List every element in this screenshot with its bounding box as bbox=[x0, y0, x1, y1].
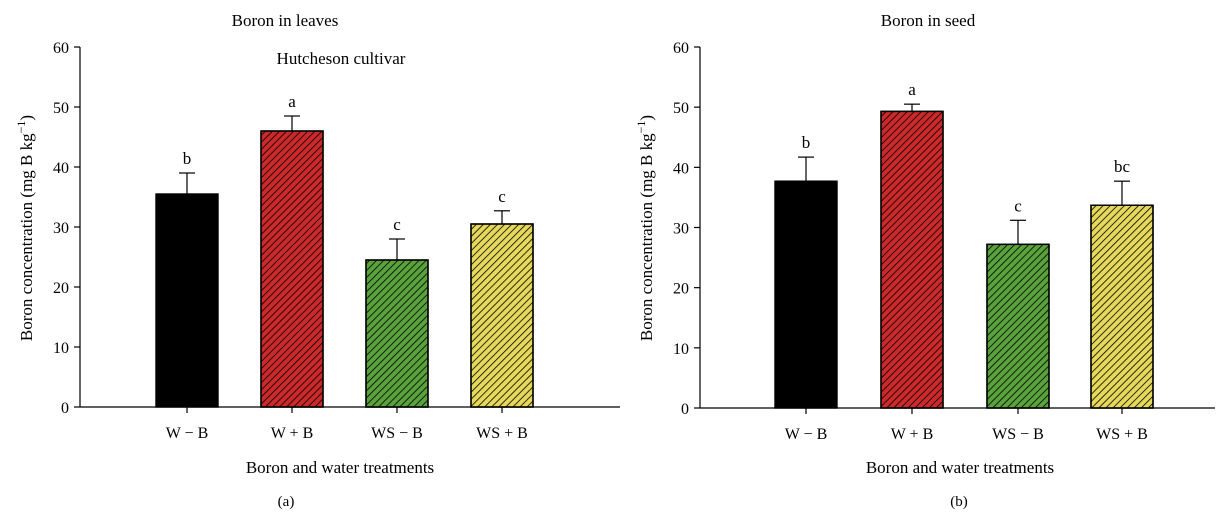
y-tick-label: 0 bbox=[681, 401, 689, 418]
y-axis-label-superscript: −1 bbox=[14, 121, 28, 134]
x-tick-label: W + B bbox=[891, 426, 934, 443]
significance-letter: c bbox=[1014, 196, 1022, 215]
significance-letter: a bbox=[908, 80, 916, 99]
y-tick-label: 50 bbox=[673, 100, 689, 117]
y-tick-label: 60 bbox=[53, 40, 69, 57]
bar-hatch bbox=[1090, 204, 1154, 409]
bar bbox=[155, 193, 219, 408]
x-tick-label: WS + B bbox=[476, 425, 528, 442]
panel-label: (b) bbox=[950, 494, 968, 510]
x-tick-label: W − B bbox=[166, 425, 209, 442]
bar-hatch bbox=[986, 243, 1050, 409]
y-axis-label-superscript: −1 bbox=[634, 121, 648, 134]
y-tick-label: 50 bbox=[53, 100, 69, 117]
y-tick-label: 40 bbox=[53, 160, 69, 177]
x-tick-label: W − B bbox=[785, 426, 828, 443]
significance-letter: b bbox=[802, 133, 811, 152]
y-axis-label: Boron concentration (mg B kg−1) bbox=[14, 115, 36, 341]
x-tick-label: W + B bbox=[271, 425, 314, 442]
x-tick-label: WS + B bbox=[1096, 426, 1148, 443]
y-axis-label-end: ) bbox=[17, 115, 36, 121]
y-tick-label: 40 bbox=[673, 160, 689, 177]
x-axis-label: Boron and water treatments bbox=[866, 458, 1054, 477]
bar-hatch bbox=[470, 223, 534, 408]
y-axis-label-main: Boron concentration (mg B kg bbox=[17, 133, 36, 341]
significance-letter: a bbox=[288, 92, 296, 111]
y-tick-label: 10 bbox=[53, 340, 69, 357]
y-axis-label-main: Boron concentration (mg B kg bbox=[637, 133, 656, 341]
bar-hatch bbox=[260, 130, 324, 408]
bar bbox=[774, 180, 838, 409]
significance-letter: c bbox=[498, 187, 506, 206]
chart-subtitle: Hutcheson cultivar bbox=[277, 49, 406, 68]
chart-title: Boron in leaves bbox=[232, 11, 339, 30]
y-axis-label-end: ) bbox=[637, 115, 656, 121]
significance-letter: b bbox=[183, 149, 192, 168]
y-tick-label: 10 bbox=[673, 341, 689, 358]
y-tick-label: 30 bbox=[673, 221, 689, 238]
y-axis-label: Boron concentration (mg B kg−1) bbox=[634, 115, 656, 341]
bar-hatch bbox=[880, 110, 944, 409]
significance-letter: bc bbox=[1114, 157, 1131, 176]
panel-label: (a) bbox=[278, 494, 295, 510]
x-tick-label: WS − B bbox=[371, 425, 423, 442]
y-tick-label: 20 bbox=[53, 280, 69, 297]
bar-hatch bbox=[365, 259, 429, 408]
y-tick-label: 20 bbox=[673, 281, 689, 298]
y-tick-label: 60 bbox=[673, 40, 689, 57]
chart-title: Boron in seed bbox=[881, 11, 976, 30]
significance-letter: c bbox=[393, 215, 401, 234]
x-axis-label: Boron and water treatments bbox=[246, 458, 434, 477]
y-tick-label: 30 bbox=[53, 220, 69, 237]
y-tick-label: 0 bbox=[61, 400, 69, 417]
x-tick-label: WS − B bbox=[992, 426, 1044, 443]
